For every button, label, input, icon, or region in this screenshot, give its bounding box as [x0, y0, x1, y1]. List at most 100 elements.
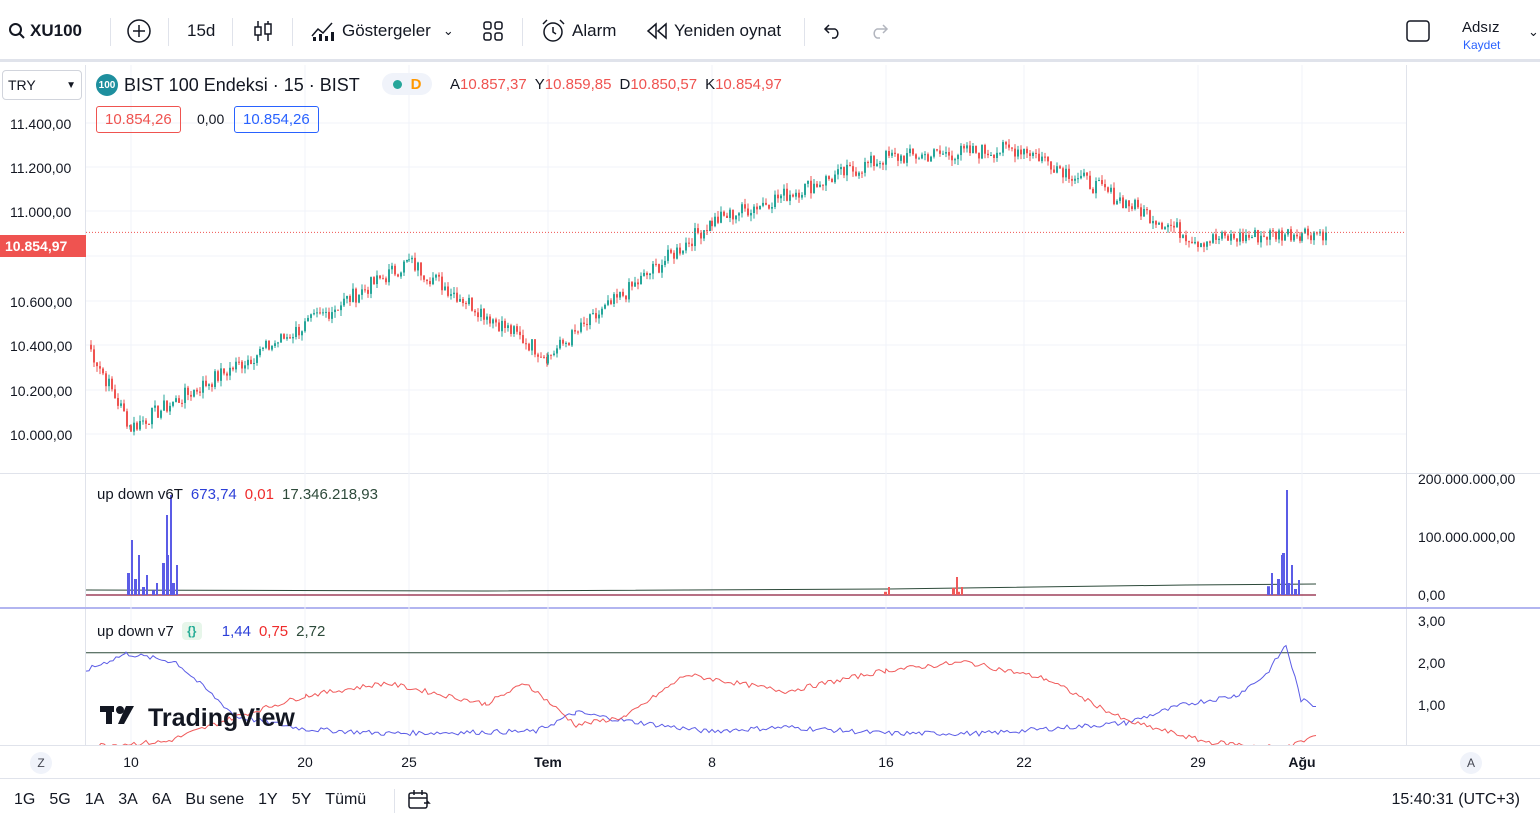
buy-button[interactable]: 10.854,26	[234, 106, 319, 133]
candle-body	[513, 326, 515, 334]
candle-body	[1065, 168, 1067, 178]
candle-body	[247, 359, 249, 366]
candle-body	[391, 265, 393, 270]
candle-body	[870, 155, 872, 164]
candle-body	[319, 312, 321, 314]
square-icon	[1406, 20, 1430, 42]
candle-body	[903, 155, 905, 163]
indicator1-bar	[146, 575, 148, 595]
candle-body	[622, 291, 624, 296]
candle-body	[289, 337, 291, 339]
chevron-down-icon[interactable]: ⌄	[442, 23, 454, 38]
candle-body	[516, 326, 518, 332]
user-name[interactable]: Adsız	[1462, 19, 1500, 36]
zoom-button[interactable]: Z	[30, 752, 52, 774]
range-ytd[interactable]: Bu sene	[185, 791, 245, 808]
candle-body	[747, 208, 749, 216]
candle-body	[900, 155, 902, 161]
candle-body	[1272, 230, 1274, 232]
time-axis[interactable]: Z 10 20 25 Tem 8 16 22 29 Ağu A	[0, 745, 1540, 778]
candle-body	[211, 384, 213, 387]
candle-body	[1011, 147, 1013, 149]
symbol-search[interactable]: XU100	[8, 0, 82, 62]
candle-body	[888, 151, 890, 156]
candle-body	[933, 149, 935, 157]
candle-body	[498, 322, 500, 332]
candle-body	[259, 348, 261, 356]
candle-body	[1047, 156, 1049, 162]
candle-body	[304, 321, 306, 332]
layouts-button[interactable]	[482, 0, 504, 62]
pane-separator[interactable]	[0, 473, 1540, 474]
replay-button[interactable]: Yeniden oynat	[646, 0, 781, 62]
calendar-range-icon[interactable]	[407, 789, 431, 816]
pane-separator-active[interactable]	[0, 607, 1540, 609]
time-axis-label: Ağu	[1288, 754, 1316, 770]
tradingview-logo[interactable]: TradingView	[100, 704, 295, 733]
market-status-pill[interactable]: D	[382, 73, 432, 95]
indicator2-value2: 0,75	[258, 622, 289, 640]
indicator1-bar	[884, 591, 887, 595]
candle-body	[202, 380, 204, 393]
candle-body	[205, 380, 207, 386]
indicators-label: Göstergeler	[342, 21, 431, 40]
range-5d[interactable]: 5G	[49, 791, 71, 808]
user-chevron-down-icon[interactable]: ⌄	[1528, 24, 1539, 39]
alert-button[interactable]: Alarm	[540, 0, 616, 62]
last-price-tag: 10.854,97	[0, 235, 86, 257]
range-3m[interactable]: 3A	[118, 791, 138, 808]
candle-body	[825, 176, 827, 186]
price-axis-label: 10.400,00	[10, 338, 73, 354]
chart-type-button[interactable]	[252, 0, 274, 62]
range-1d[interactable]: 1G	[14, 791, 36, 808]
candle-body	[804, 183, 806, 195]
indicator2-legend[interactable]: up down v7 {} 1,44 0,75 2,72	[97, 622, 325, 640]
candle-body	[1325, 232, 1327, 241]
candle-body	[178, 398, 180, 403]
candle-body	[358, 294, 360, 303]
range-1y[interactable]: 1Y	[258, 791, 278, 808]
candle-body	[706, 230, 708, 232]
candle-body	[1173, 225, 1175, 228]
candle-body	[316, 312, 318, 314]
undo-button[interactable]	[822, 0, 842, 62]
compare-button[interactable]	[126, 0, 152, 62]
indicator1-legend[interactable]: up down v6T 673,74 0,01 17.346.218,93	[97, 486, 378, 503]
candle-body	[1290, 229, 1292, 241]
candle-body	[720, 211, 722, 223]
candle-body	[631, 282, 633, 287]
chart-canvas[interactable]	[86, 65, 1406, 745]
candle-body	[717, 216, 719, 223]
sell-button[interactable]: 10.854,26	[96, 106, 181, 133]
indicators-button[interactable]: Göstergeler ⌄	[310, 0, 454, 62]
candle-body	[114, 389, 116, 398]
candle-body	[435, 274, 437, 278]
fullscreen-button[interactable]	[1406, 0, 1430, 62]
currency-select[interactable]: TRY ▼	[2, 70, 82, 100]
candle-body	[1275, 231, 1277, 240]
candle-body	[571, 330, 573, 346]
save-link[interactable]: Kaydet	[1463, 38, 1501, 52]
redo-icon	[870, 23, 890, 39]
range-5y[interactable]: 5Y	[291, 791, 312, 808]
currency-label: TRY	[8, 77, 36, 93]
candle-body	[1116, 200, 1118, 205]
price-axis-label: 10.600,00	[10, 294, 73, 310]
candle-body	[670, 249, 672, 253]
range-all[interactable]: Tümü	[325, 791, 367, 808]
interval-button[interactable]: 15d	[187, 21, 216, 40]
candle-body	[250, 359, 252, 365]
candle-body	[1319, 231, 1321, 234]
candle-body	[598, 314, 600, 319]
candle-body	[465, 303, 467, 305]
redo-button[interactable]	[870, 0, 890, 62]
candle-body	[978, 152, 980, 159]
range-6m[interactable]: 6A	[151, 791, 172, 808]
auto-scale-button[interactable]: A	[1460, 752, 1482, 774]
range-1m[interactable]: 1A	[84, 791, 105, 808]
source-code-icon[interactable]: {}	[181, 622, 202, 640]
candle-body	[810, 180, 812, 194]
symbol-legend[interactable]: 100 BIST 100 Endeksi · 15 · BIST	[96, 72, 360, 98]
clock-timezone[interactable]: 15:40:31 (UTC+3)	[1391, 791, 1520, 808]
candle-body	[268, 340, 270, 350]
